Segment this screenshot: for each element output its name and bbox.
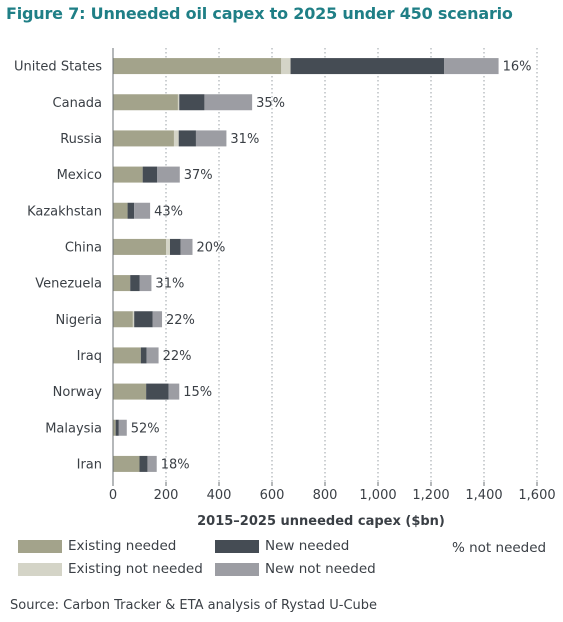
category-label: Mexico: [57, 168, 102, 183]
bar-segment: [166, 238, 170, 255]
category-label: China: [65, 240, 102, 255]
legend-swatch: [215, 562, 259, 576]
bar-segment: [113, 455, 140, 472]
legend-swatch: [18, 562, 62, 576]
percent-label: 16%: [503, 60, 532, 75]
percent-label: 35%: [256, 96, 285, 111]
legend-item-new-not-needed: New not needed: [215, 561, 376, 577]
bar-series: [113, 58, 499, 472]
bar-segment: [195, 130, 227, 147]
bar-segment: [180, 238, 193, 255]
stacked-bar-chart: United States Canada Russia Mexico Kazakhsta…: [14, 48, 556, 529]
bar-segment: [152, 311, 163, 328]
legend-label: New not needed: [265, 561, 376, 577]
bar-segment: [118, 419, 127, 436]
percent-label: 31%: [155, 277, 184, 292]
bar-segment: [113, 275, 131, 292]
bar-segment: [113, 311, 133, 328]
x-tick-label: 1,000: [359, 488, 396, 503]
bar-segment: [113, 202, 128, 219]
x-axis-ticks: 0 200 400 600 800 1,000 1,200 1,400 1,600: [109, 482, 556, 503]
legend-label: New needed: [265, 538, 350, 554]
bar-segment: [113, 419, 116, 436]
bar-segment: [132, 311, 135, 328]
legend-item-new-needed: New needed: [215, 538, 349, 554]
bar-segment: [146, 383, 169, 400]
x-tick-label: 200: [154, 488, 179, 503]
source-note: Source: Carbon Tracker & ETA analysis of…: [10, 598, 378, 613]
bar-segment: [127, 202, 135, 219]
percent-label: 20%: [197, 240, 226, 255]
category-label: Canada: [53, 96, 102, 111]
chart-title: Figure 7: Unneeded oil capex to 2025 und…: [6, 4, 513, 23]
bar-segment: [113, 238, 166, 255]
bar-segment: [113, 383, 147, 400]
category-labels: United States Canada Russia Mexico Kazakhsta…: [14, 60, 102, 473]
bar-segment: [173, 130, 179, 147]
x-tick-label: 400: [207, 488, 232, 503]
x-axis-label: 2015–2025 unneeded capex ($bn): [197, 514, 445, 529]
percent-labels: 16% 35% 31% 37% 43% 20% 31% 22% 22% 15% 52% 18%: [131, 60, 532, 473]
percent-label: 22%: [163, 349, 192, 364]
bar-segment: [147, 455, 157, 472]
bar-segment: [139, 455, 148, 472]
bar-segment: [130, 275, 140, 292]
legend-label: Existing needed: [68, 538, 177, 554]
category-label: United States: [14, 60, 102, 75]
x-tick-label: 600: [260, 488, 285, 503]
category-label: Norway: [53, 385, 103, 400]
percent-label: 43%: [154, 204, 183, 219]
bar-segment: [134, 202, 151, 219]
bar-segment: [140, 347, 147, 364]
bar-segment: [169, 238, 181, 255]
category-label: Nigeria: [55, 313, 102, 328]
bar-segment: [142, 166, 158, 183]
bar-segment: [179, 94, 205, 111]
bar-segment: [134, 311, 153, 328]
bar-segment: [281, 58, 291, 75]
bar-segment: [139, 275, 152, 292]
category-label: Malaysia: [45, 421, 102, 436]
bar-segment: [444, 58, 499, 75]
percent-label: 15%: [183, 385, 212, 400]
legend-swatch: [18, 539, 62, 553]
bar-segment: [177, 94, 180, 111]
x-tick-label: 0: [109, 488, 117, 503]
bar-segment: [204, 94, 253, 111]
category-label: Russia: [60, 132, 102, 147]
percent-label: 31%: [230, 132, 259, 147]
bar-segment: [113, 347, 141, 364]
x-tick-label: 1,600: [518, 488, 555, 503]
percent-label: 52%: [131, 421, 160, 436]
bar-segment: [115, 419, 119, 436]
x-tick-label: 1,400: [465, 488, 502, 503]
bar-segment: [113, 130, 174, 147]
x-tick-label: 1,200: [412, 488, 449, 503]
legend-label: Existing not needed: [68, 561, 203, 577]
legend-swatch: [215, 539, 259, 553]
category-label: Iran: [77, 457, 102, 472]
legend-item-existing-not-needed: Existing not needed: [18, 561, 203, 577]
percent-label: 18%: [161, 457, 190, 472]
legend-pct-not-needed: % not needed: [452, 540, 547, 556]
bar-segment: [178, 130, 196, 147]
gridlines: [165, 48, 538, 482]
category-label: Kazakhstan: [27, 204, 102, 219]
bar-segment: [113, 166, 143, 183]
bar-segment: [168, 383, 180, 400]
percent-label: 37%: [184, 168, 213, 183]
bar-segment: [290, 58, 445, 75]
legend-item-existing-needed: Existing needed: [18, 538, 176, 554]
category-label: Iraq: [77, 349, 102, 364]
percent-label: 22%: [166, 313, 195, 328]
bar-segment: [113, 58, 282, 75]
category-label: Venezuela: [35, 277, 102, 292]
bar-segment: [113, 94, 178, 111]
x-tick-label: 800: [313, 488, 338, 503]
bar-segment: [146, 347, 159, 364]
bar-segment: [157, 166, 180, 183]
